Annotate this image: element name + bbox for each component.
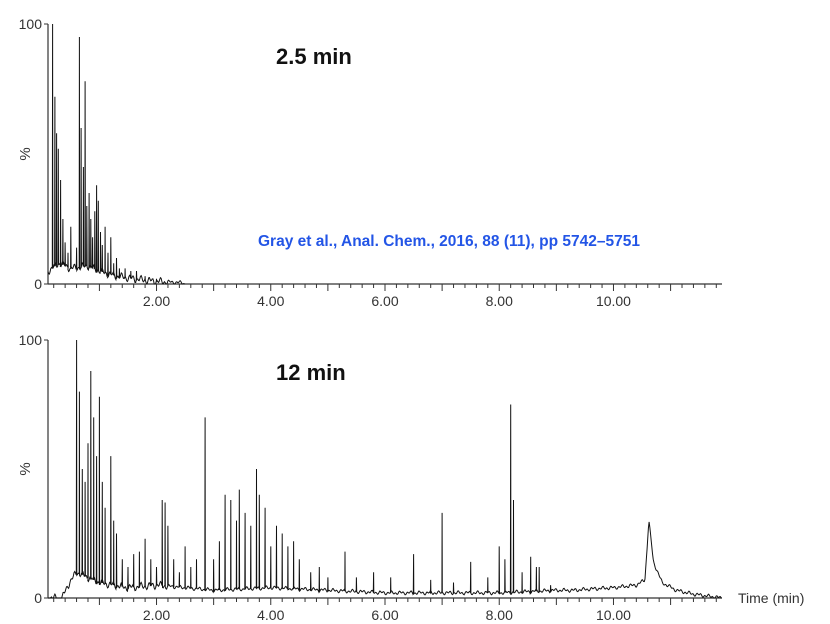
x-tick-label: 10.00 — [596, 607, 631, 623]
y-tick-label: 100 — [19, 332, 43, 348]
x-tick-label: 2.00 — [143, 607, 170, 623]
y-axis-label: % — [17, 147, 34, 160]
y-tick-labels: 0 100 — [19, 332, 48, 606]
chart-title: 2.5 min — [276, 44, 352, 69]
x-ticks: 2.00 4.00 6.00 8.00 10.00 — [53, 284, 717, 309]
chromatogram-12-min: 2.00 4.00 6.00 8.00 10.00 0 100 % 12 min Time… — [17, 332, 804, 623]
chromatogram-trace — [47, 23, 186, 285]
y-axis-label: % — [17, 462, 34, 475]
x-tick-label: 6.00 — [371, 607, 398, 623]
y-tick-label: 0 — [34, 276, 42, 292]
x-tick-label: 10.00 — [596, 293, 631, 309]
x-tick-label: 6.00 — [371, 293, 398, 309]
chart-title: 12 min — [276, 360, 346, 385]
citation-text: Gray et al., Anal. Chem., 2016, 88 (11),… — [258, 233, 640, 250]
chromatogram-2-5-min: 2.00 4.00 6.00 8.00 10.00 0 100 % 2.5 min — [17, 16, 722, 309]
y-tick-label: 100 — [19, 16, 43, 32]
x-tick-label: 4.00 — [257, 607, 284, 623]
chromatogram-trace — [48, 339, 722, 599]
x-ticks: 2.00 4.00 6.00 8.00 10.00 — [53, 598, 717, 623]
y-tick-labels: 0 100 — [19, 16, 48, 292]
x-axis-label: Time (min) — [738, 590, 804, 606]
x-tick-label: 8.00 — [486, 293, 513, 309]
x-tick-label: 8.00 — [486, 607, 513, 623]
y-tick-label: 0 — [34, 590, 42, 606]
x-tick-label: 4.00 — [257, 293, 284, 309]
x-tick-label: 2.00 — [143, 293, 170, 309]
